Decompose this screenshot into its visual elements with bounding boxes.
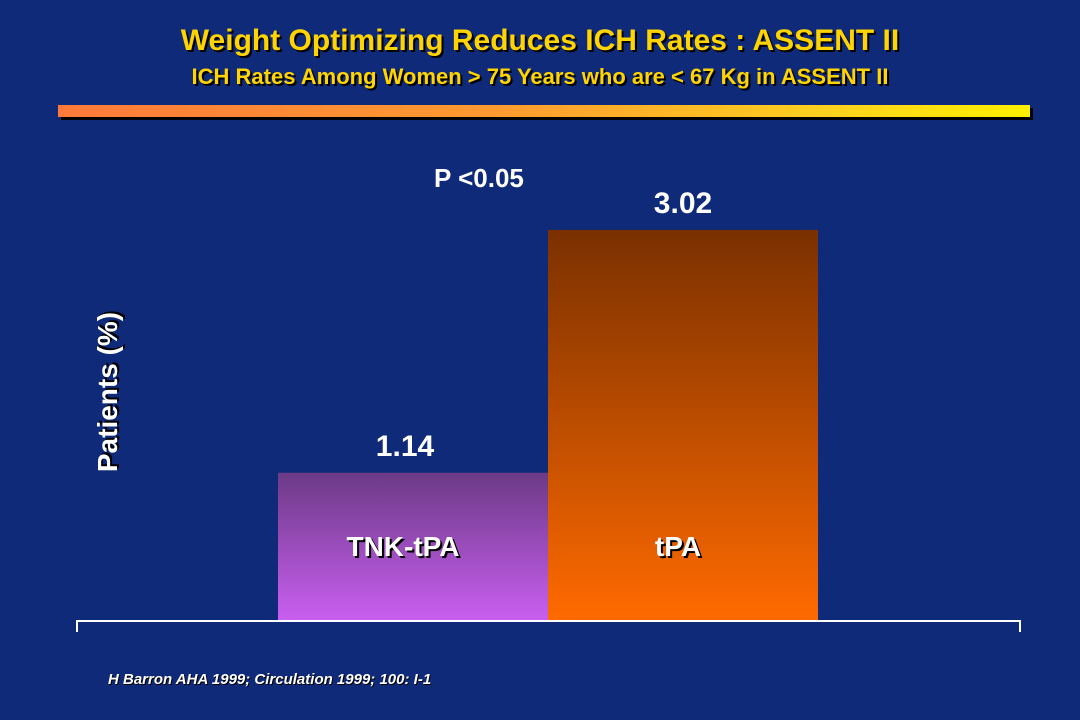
- title-underline-bar: [58, 105, 1030, 117]
- slide-title: Weight Optimizing Reduces ICH Rates : AS…: [180, 24, 900, 57]
- p-value-annotation: P <0.05: [434, 163, 524, 193]
- category-label-tpa: tPA: [655, 531, 701, 562]
- category-label-tnk-tpa: TNK-tPA: [346, 531, 459, 562]
- data-label-tnk-tpa: 1.14: [376, 430, 435, 463]
- y-axis-label: Patients (%): [92, 312, 123, 472]
- bar-tpa: [548, 229, 818, 620]
- data-label-tpa: 3.02: [654, 187, 712, 220]
- slide-subtitle: ICH Rates Among Women > 75 Years who are…: [191, 64, 889, 89]
- bar-tnk-tpa: [278, 472, 548, 620]
- citation-text: H Barron AHA 1999; Circulation 1999; 100…: [108, 671, 432, 688]
